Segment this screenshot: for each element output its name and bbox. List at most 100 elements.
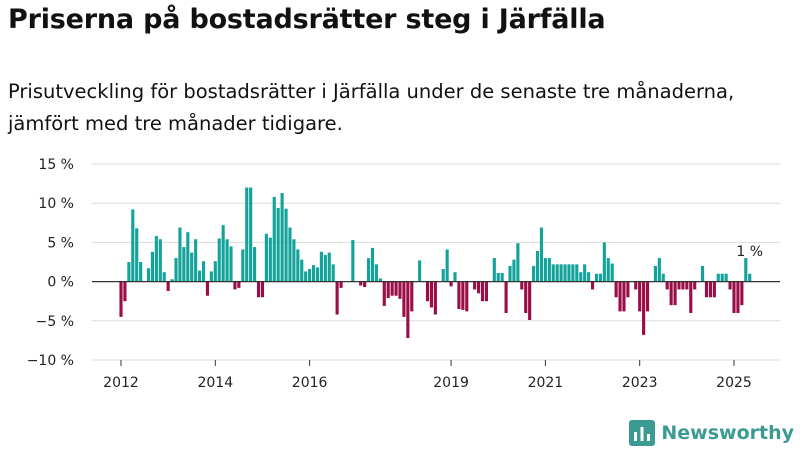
bar [264,233,268,282]
bar [174,258,178,282]
bar [249,187,253,282]
bar [590,281,595,290]
bar [583,264,587,282]
bar [272,196,276,282]
bar [653,265,657,282]
bar [618,281,622,312]
bar [205,281,210,296]
bar [170,279,174,282]
x-tick-label: 2016 [292,375,328,391]
bar [146,268,151,282]
bar [335,281,339,315]
bar [127,262,131,282]
bar [543,258,547,282]
x-tick-label: 2019 [433,375,469,391]
bar [728,281,732,290]
bar [716,273,720,282]
bar [555,264,559,282]
bar [559,264,563,282]
bar [665,281,669,290]
bar [225,239,229,282]
bar [736,281,740,313]
bar [370,247,375,282]
bar [539,227,544,282]
bar [453,272,457,282]
bar [382,281,386,306]
bars [119,187,752,339]
bar [704,281,709,298]
bar [194,239,198,282]
bar [645,281,650,312]
y-axis-labels: −10 % −5 % 0 % 5 % 10 % 15 % [27,157,74,369]
bar [473,281,477,290]
bar [319,251,323,282]
bar [661,273,665,282]
bar [386,281,390,299]
bar [563,264,567,282]
bar [390,281,394,296]
bar [622,281,626,312]
bar [500,272,504,282]
bar [402,281,406,317]
bar [331,264,335,282]
bar [614,281,618,298]
bar [260,281,265,298]
bar [166,281,170,292]
bar [339,281,343,288]
bar [673,281,677,306]
y-tick-label: 15 % [38,157,74,173]
bar [512,259,516,282]
bar [740,281,744,306]
bar [359,281,363,286]
bar [182,247,186,282]
bar [233,281,237,290]
bar [700,265,705,282]
bar [158,239,162,282]
bar [516,243,520,282]
bar [201,261,206,282]
bar [681,281,685,290]
bar [253,247,257,282]
x-axis-labels: 2012 2014 2016 2019 2021 2023 2025 [103,375,752,391]
bar [229,246,233,282]
bar [579,272,583,282]
bar [135,228,139,282]
x-tick-label: 2025 [716,375,752,391]
bar [418,260,422,282]
bar [198,270,202,282]
bar [708,281,712,298]
bar [484,281,489,302]
bar [441,269,445,282]
bar [587,272,591,282]
bar [123,281,127,302]
bar [693,281,697,290]
bar [626,281,630,298]
bar [524,281,528,313]
bar [351,240,355,282]
x-tick-label: 2021 [528,375,564,391]
bar [689,281,693,313]
bar [280,193,284,282]
x-axis [92,281,780,366]
bar [374,264,378,282]
bar [744,258,748,282]
bar [378,278,382,282]
bar [567,264,571,282]
bar [241,249,245,282]
annotation-label: 1 % [736,244,763,260]
bar [480,281,485,302]
bar-chart-icon [629,420,656,446]
bar [304,271,308,282]
bar [139,262,143,282]
bar [724,273,728,282]
bar [209,271,213,282]
bar [245,187,249,282]
bar [296,249,300,282]
bar [284,208,288,282]
bar [186,232,190,282]
bar [150,251,154,282]
x-tick-label: 2023 [622,375,658,391]
chart-title: Priserna på bostadsrätter steg i Järfäll… [8,4,606,35]
bar [528,281,532,321]
bar [535,251,540,282]
